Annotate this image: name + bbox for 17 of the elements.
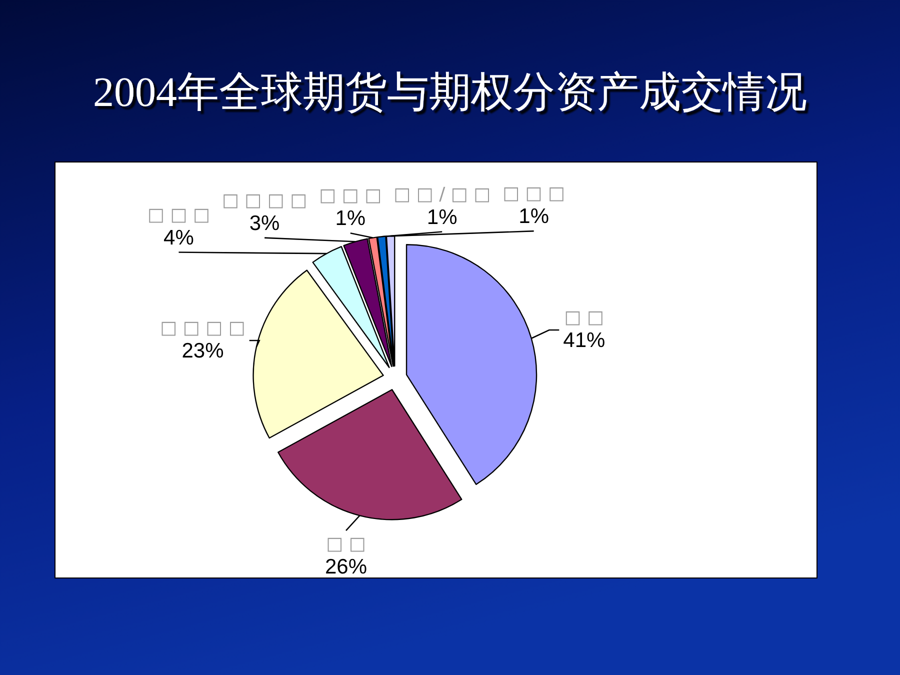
slice-label: □ □ [326,534,366,555]
data-label: 1% [518,205,550,228]
slice-label: □ □ □ [147,204,210,226]
slice-label: □ □ □ [502,183,566,204]
slice-label: □ □ □ □ [222,190,308,211]
slice-label: □ □ / □ □ [394,184,491,205]
data-label: 26% [324,556,368,579]
slice-label: □ □ [564,307,604,328]
data-label: 23% [182,339,224,362]
chart-title: 2004年全球期货与期权分资产成交情况 [93,70,807,116]
data-label: 41% [563,329,606,352]
data-label: 1% [426,206,458,229]
data-label: 4% [164,226,194,250]
data-label: 3% [249,212,280,235]
data-label: 1% [335,207,366,230]
slice-label: □ □ □ [319,185,382,206]
slice-label: □ □ □ □ [160,317,246,338]
